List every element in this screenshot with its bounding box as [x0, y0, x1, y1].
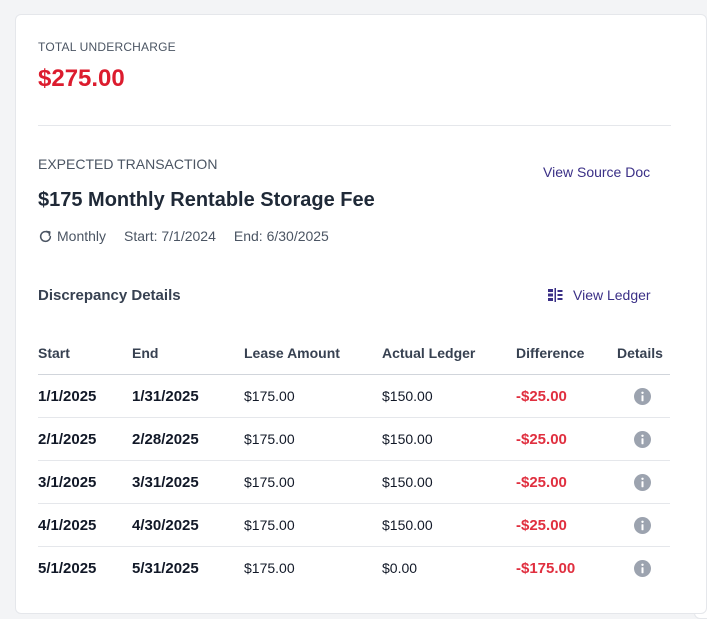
row-end-date: 4/30/2025 — [132, 517, 199, 534]
undercharge-card: TOTAL UNDERCHARGE $275.00 EXPECTED TRANS… — [15, 14, 707, 614]
row-end-date: 5/31/2025 — [132, 560, 199, 577]
column-header-lease-amount: Lease Amount — [244, 345, 340, 361]
row-actual-ledger: $0.00 — [382, 560, 418, 576]
end-date-text: End: 6/30/2025 — [233, 228, 329, 244]
row-difference: -$25.00 — [516, 474, 567, 491]
discrepancy-table: Start End Lease Amount Actual Ledger Dif… — [38, 337, 670, 589]
column-header-actual-ledger: Actual Ledger — [382, 345, 476, 361]
row-difference: -$25.00 — [516, 517, 567, 534]
view-source-doc-link[interactable]: View Source Doc — [543, 164, 651, 180]
row-end-date: 3/31/2025 — [132, 474, 199, 491]
column-header-end: End — [132, 345, 159, 361]
column-header-details: Details — [617, 345, 663, 361]
row-actual-ledger: $150.00 — [382, 474, 433, 490]
info-icon[interactable] — [634, 431, 651, 448]
table-row: 4/1/2025 4/30/2025 $175.00 $150.00 -$25.… — [38, 504, 670, 547]
divider — [38, 125, 671, 126]
row-actual-ledger: $150.00 — [382, 517, 433, 533]
row-lease-amount: $175.00 — [244, 560, 295, 576]
row-lease-amount: $175.00 — [244, 474, 295, 490]
column-header-difference: Difference — [516, 345, 585, 361]
view-ledger-label: View Ledger — [573, 287, 651, 303]
info-icon[interactable] — [634, 474, 651, 491]
total-undercharge-amount: $275.00 — [38, 65, 125, 92]
table-row: 3/1/2025 3/31/2025 $175.00 $150.00 -$25.… — [38, 461, 670, 504]
row-start-date: 4/1/2025 — [38, 517, 97, 534]
row-difference: -$25.00 — [516, 388, 567, 405]
row-start-date: 3/1/2025 — [38, 474, 97, 491]
table-header: Start End Lease Amount Actual Ledger Dif… — [38, 337, 670, 375]
row-actual-ledger: $150.00 — [382, 431, 433, 447]
row-lease-amount: $175.00 — [244, 431, 295, 447]
row-difference: -$25.00 — [516, 431, 567, 448]
info-icon[interactable] — [634, 560, 651, 577]
view-ledger-link[interactable]: View Ledger — [547, 287, 651, 303]
start-date-text: Start: 7/1/2024 — [124, 228, 216, 244]
row-lease-amount: $175.00 — [244, 388, 295, 404]
row-actual-ledger: $150.00 — [382, 388, 433, 404]
row-end-date: 2/28/2025 — [132, 431, 199, 448]
transaction-meta: Monthly Start: 7/1/2024 End: 6/30/2025 — [38, 228, 329, 244]
info-icon[interactable] — [634, 388, 651, 405]
table-row: 5/1/2025 5/31/2025 $175.00 $0.00 -$175.0… — [38, 547, 670, 589]
frequency-text: Monthly — [57, 228, 107, 244]
expected-transaction-title: $175 Monthly Rentable Storage Fee — [38, 189, 375, 211]
row-start-date: 5/1/2025 — [38, 560, 97, 577]
table-row: 1/1/2025 1/31/2025 $175.00 $150.00 -$25.… — [38, 375, 670, 418]
row-lease-amount: $175.00 — [244, 517, 295, 533]
row-end-date: 1/31/2025 — [132, 388, 199, 405]
row-start-date: 2/1/2025 — [38, 431, 97, 448]
total-undercharge-label: TOTAL UNDERCHARGE — [38, 40, 176, 54]
row-start-date: 1/1/2025 — [38, 388, 97, 405]
column-header-start: Start — [38, 345, 70, 361]
table-row: 2/1/2025 2/28/2025 $175.00 $150.00 -$25.… — [38, 418, 670, 461]
discrepancy-details-title: Discrepancy Details — [38, 287, 181, 304]
refresh-icon — [38, 229, 53, 244]
row-difference: -$175.00 — [516, 560, 576, 577]
info-icon[interactable] — [634, 517, 651, 534]
ledger-icon — [547, 288, 563, 302]
expected-transaction-label: EXPECTED TRANSACTION — [38, 156, 218, 172]
